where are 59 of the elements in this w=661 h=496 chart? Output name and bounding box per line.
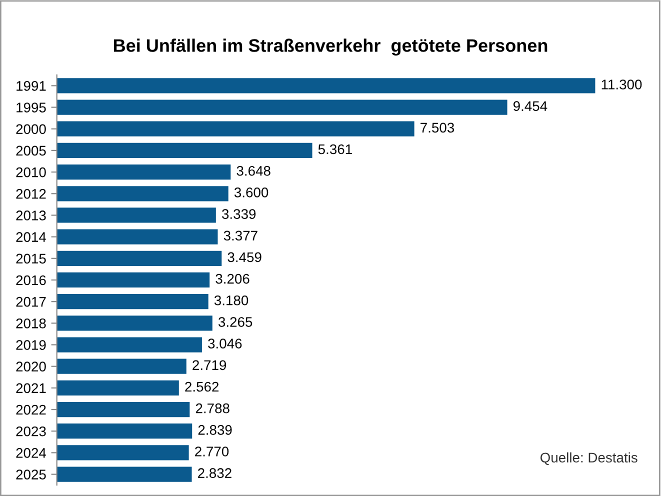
data-label: 3.206 (216, 274, 250, 284)
y-tick-label: 2012 (16, 188, 46, 199)
bar (56, 316, 212, 331)
y-tick-label: 2021 (16, 383, 46, 394)
y-tick-label: 2025 (16, 470, 46, 480)
y-tick-label: 2010 (16, 167, 46, 178)
data-label: 11.300 (602, 80, 642, 90)
data-label: 2.832 (198, 468, 232, 478)
y-tick-label: 1995 (16, 102, 46, 112)
data-label: 3.339 (222, 209, 256, 219)
bar (56, 100, 508, 115)
y-tick-label: 2017 (16, 296, 46, 307)
data-label: 3.180 (214, 295, 248, 306)
bar (56, 121, 414, 136)
bar (56, 466, 192, 482)
data-label: 7.503 (420, 122, 454, 133)
bar (56, 186, 228, 202)
y-tick-label: 2023 (16, 426, 46, 436)
data-label: 3.265 (218, 317, 252, 327)
data-label: 2.719 (192, 360, 226, 370)
bar (56, 294, 208, 310)
y-tick-label: 2022 (16, 404, 46, 415)
data-label: 2.839 (198, 425, 232, 435)
bar (56, 164, 231, 180)
data-label: 3.377 (224, 230, 258, 241)
y-tick-label: 2000 (16, 124, 46, 134)
y-tick-label: 2018 (16, 318, 46, 328)
data-label: 3.046 (208, 338, 242, 348)
y-tick-label: 2013 (16, 210, 46, 220)
y-tick-label: 2016 (16, 275, 46, 286)
data-label: 5.361 (318, 144, 352, 154)
data-label: 3.600 (234, 188, 268, 198)
y-tick-label: 2019 (16, 340, 46, 350)
y-tick-label: 1991 (16, 81, 46, 91)
y-tick-label: 2024 (16, 448, 46, 458)
bar (56, 445, 189, 460)
bar (56, 380, 179, 396)
annotation: Quelle: Destatis (540, 452, 638, 466)
bar (56, 337, 202, 352)
y-tick-label: 2020 (16, 362, 46, 372)
bar (56, 272, 210, 288)
bar (56, 250, 222, 266)
bar (56, 142, 312, 158)
data-label: 2.788 (196, 403, 230, 414)
bar (56, 358, 186, 374)
bar (56, 208, 216, 223)
y-tick-label: 2005 (16, 146, 46, 156)
data-label: 2.770 (195, 446, 229, 456)
data-label: 9.454 (513, 101, 548, 112)
y-tick-label: 2014 (16, 232, 46, 242)
data-label: 3.648 (236, 166, 270, 176)
bar (56, 424, 192, 439)
bar (56, 229, 218, 244)
bar (56, 402, 190, 418)
bar (56, 78, 596, 94)
data-label: 3.459 (228, 252, 262, 262)
y-tick-label: 2015 (16, 254, 46, 264)
data-label: 2.562 (185, 382, 219, 392)
chart-title: Bei Unfällen im Straßenverkehr getötete Personen (114, 38, 548, 56)
